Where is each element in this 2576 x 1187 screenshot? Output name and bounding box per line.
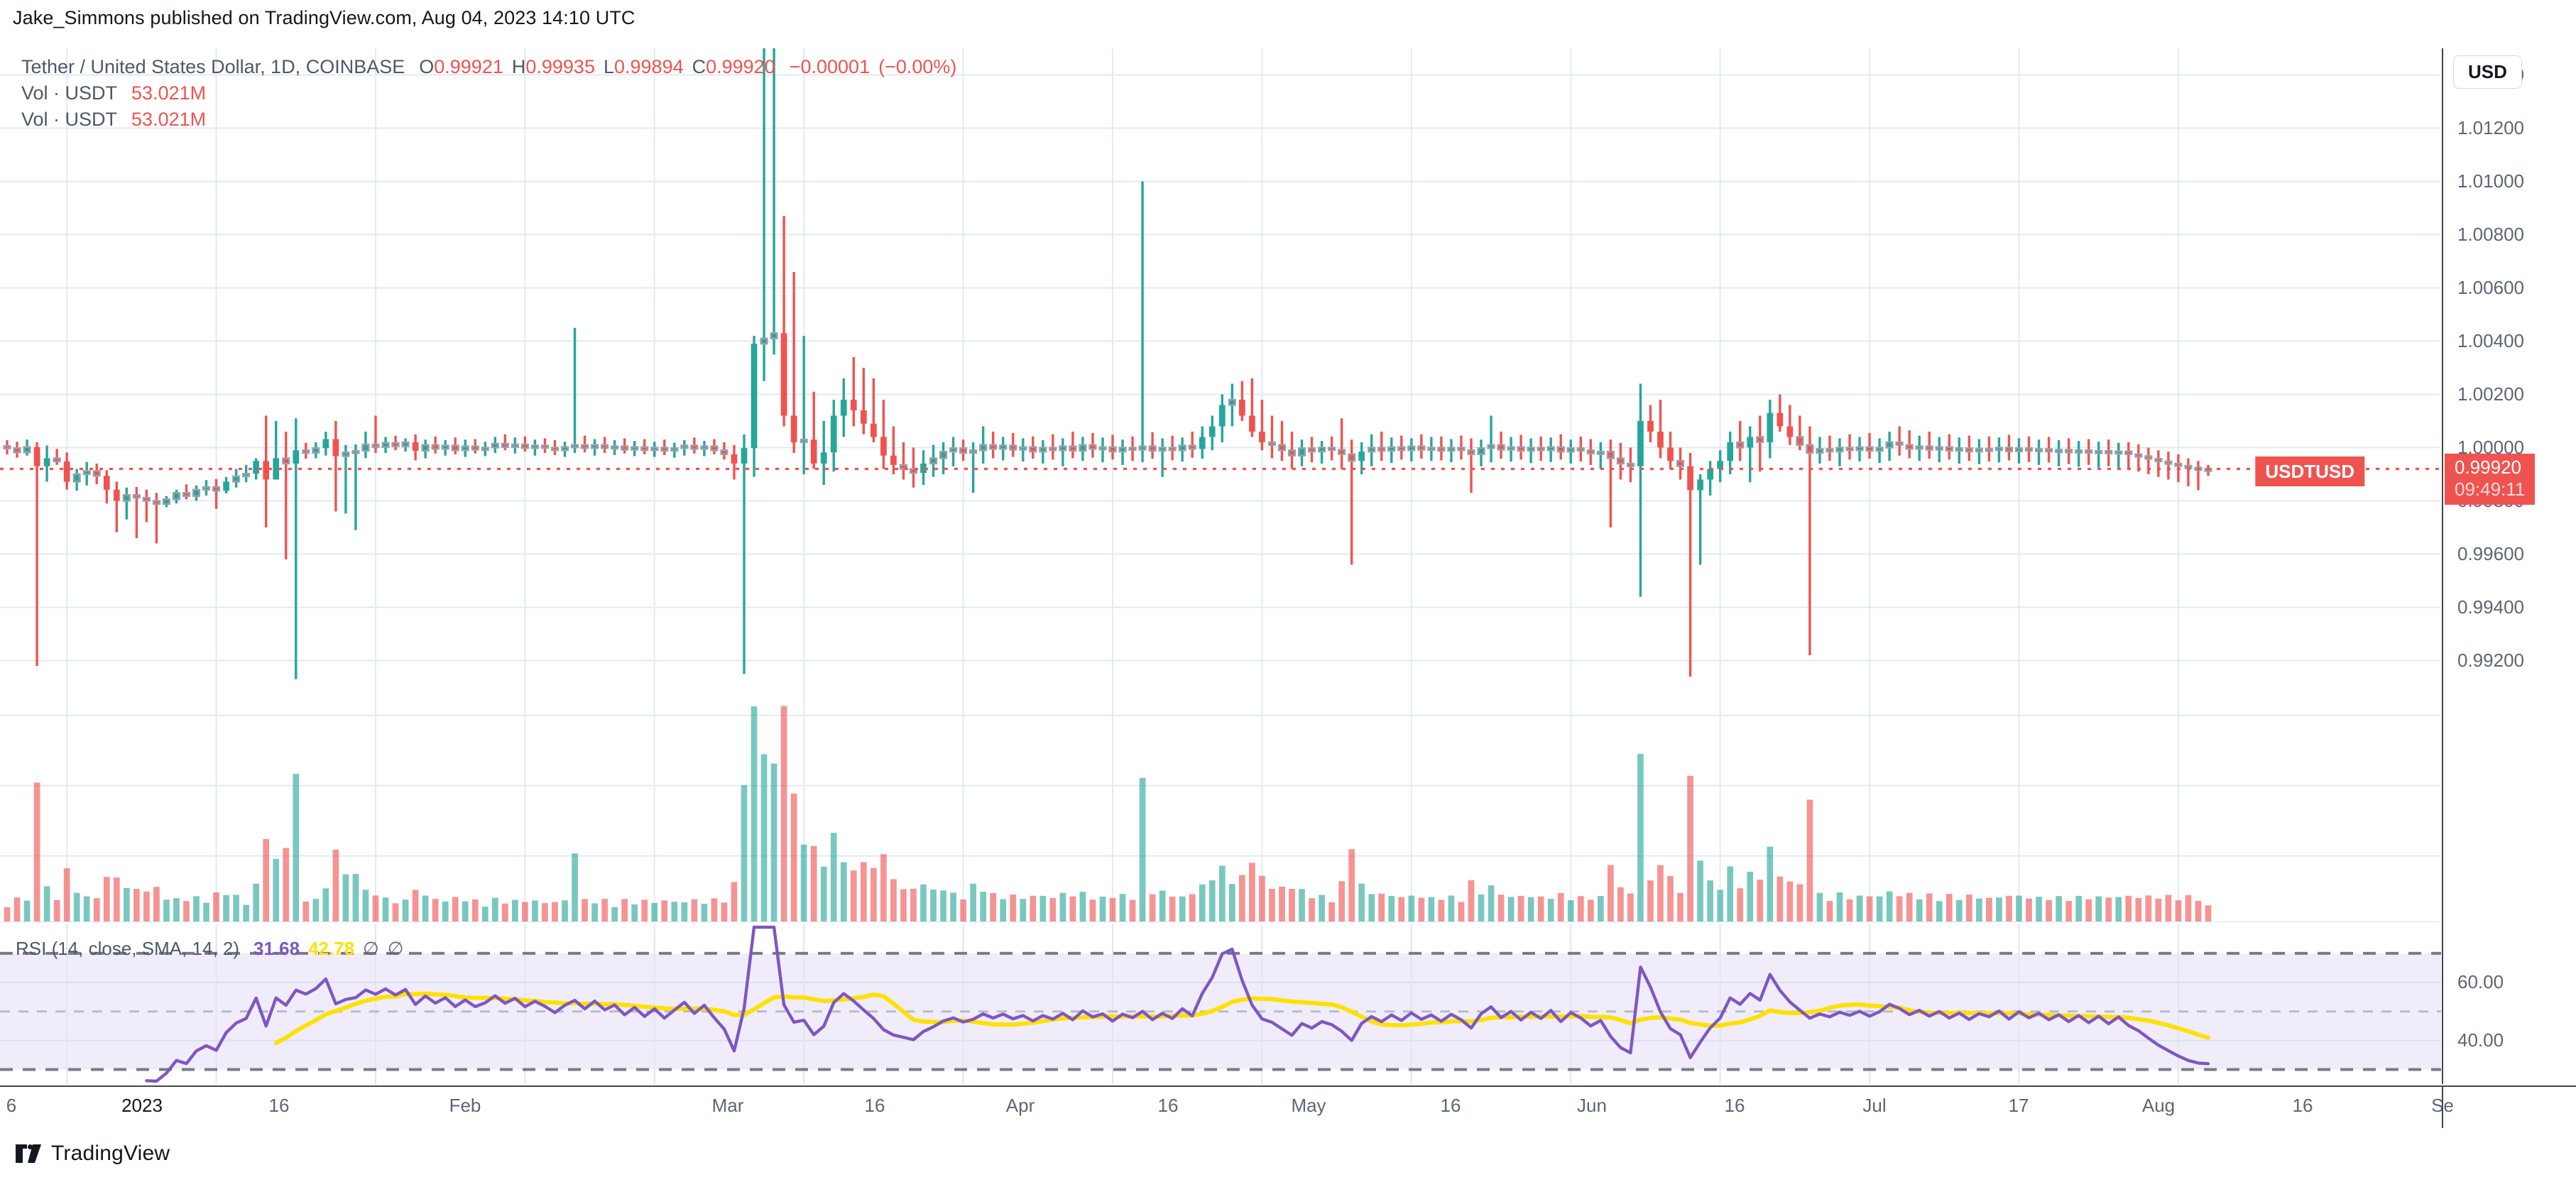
- price-axis-tick: 1.00800: [2457, 223, 2524, 245]
- rsi-grid: [0, 924, 2441, 1084]
- current-price-tag[interactable]: 0.99920 09:49:11: [2445, 453, 2536, 505]
- time-axis-tick: 16: [2292, 1095, 2313, 1116]
- rsi-legend[interactable]: RSI (14, close, SMA, 14, 2) 31.68 42.78 ∅ ∅: [16, 936, 403, 961]
- time-axis-tick: Aug: [2141, 1095, 2176, 1116]
- time-axis-tick: 16: [1724, 1095, 1745, 1116]
- rsi-axis-tick: 60.00: [2457, 970, 2504, 992]
- time-axis-tick: May: [1291, 1095, 1326, 1116]
- low-label: L: [603, 56, 614, 77]
- brand-footer[interactable]: TradingView: [16, 1142, 170, 1166]
- volume-rsi-divider: [0, 921, 2441, 922]
- change-percent: (−0.00%): [878, 56, 957, 77]
- time-axis-tick: 16: [1440, 1095, 1461, 1116]
- volume-legend-1[interactable]: Vol · USDT 53.021M: [21, 80, 206, 106]
- volume-series: [4, 706, 2212, 921]
- rsi-title: RSI (14, close, SMA, 14, 2): [16, 938, 240, 959]
- volume-title-2: Vol · USDT: [21, 109, 118, 130]
- time-axis-tick: Jun: [1577, 1095, 1607, 1116]
- currency-badge[interactable]: USD: [2453, 55, 2522, 89]
- price-axis-tick: 0.99400: [2457, 596, 2524, 618]
- time-axis-tick: Apr: [1005, 1095, 1035, 1116]
- volume-pane[interactable]: [0, 687, 2441, 921]
- rsi-axis-tick: 40.00: [2457, 1029, 2504, 1051]
- rsi-sma-value: 42.78: [308, 938, 355, 959]
- time-axis-tick: 2023: [121, 1095, 163, 1116]
- close-value: 0.99920: [706, 56, 775, 77]
- high-label: H: [511, 56, 526, 77]
- high-value: 0.99935: [525, 56, 595, 77]
- time-axis-tick: 16: [268, 1095, 290, 1116]
- current-symbol-tag: USDTUSD: [2255, 456, 2364, 486]
- time-axis-tick: 16: [864, 1095, 885, 1116]
- price-grid: [0, 48, 2441, 687]
- price-pane[interactable]: [0, 48, 2441, 687]
- candlestick-series: [0, 48, 2441, 679]
- price-axis-tick: 1.01200: [2457, 116, 2524, 138]
- price-axis[interactable]: 1.014001.012001.010001.008001.006001.004…: [2442, 48, 2576, 1084]
- brand-name: TradingView: [51, 1142, 170, 1165]
- change-absolute: −0.00001: [789, 56, 871, 77]
- time-axis-tick: 17: [2008, 1095, 2029, 1116]
- time-axis-tick: 6: [6, 1095, 17, 1116]
- current-price-value: 0.99920: [2455, 456, 2521, 478]
- symbol-title[interactable]: Tether / United States Dollar, 1D, COINB…: [21, 56, 405, 77]
- open-label: O: [419, 56, 435, 77]
- time-axis-tick: Jul: [1862, 1095, 1887, 1116]
- tradingview-logo-icon: [16, 1144, 41, 1163]
- attribution-text: Jake_Simmons published on TradingView.co…: [13, 7, 635, 28]
- price-legend[interactable]: Tether / United States Dollar, 1D, COINB…: [21, 54, 956, 80]
- rsi-pane[interactable]: [0, 924, 2441, 1084]
- time-axis-tick: 16: [1157, 1095, 1179, 1116]
- volume-value-2: 53.021M: [131, 109, 207, 130]
- rsi-value: 31.68: [253, 938, 300, 959]
- current-price-time: 09:49:11: [2455, 478, 2526, 500]
- time-axis-tick: Feb: [449, 1095, 481, 1116]
- volume-title-1: Vol · USDT: [21, 82, 118, 104]
- close-label: C: [692, 56, 706, 77]
- rsi-series: [145, 925, 2210, 1083]
- rsi-empty-1-icon: ∅: [363, 938, 379, 959]
- volume-value-1: 53.021M: [131, 82, 207, 104]
- price-axis-tick: 1.01000: [2457, 170, 2524, 192]
- time-axis[interactable]: 6 2023 16 Feb Mar 16 Apr 16 May 16 Jun 16 Jul 17 Aug 16…: [0, 1085, 2576, 1129]
- low-value: 0.99894: [614, 56, 684, 77]
- volume-legend-2[interactable]: Vol · USDT 53.021M: [21, 106, 206, 132]
- price-axis-tick: 0.99200: [2457, 649, 2524, 671]
- rsi-empty-2-icon: ∅: [387, 938, 404, 959]
- price-axis-tick: 1.00200: [2457, 383, 2524, 405]
- price-axis-tick: 1.00600: [2457, 276, 2524, 298]
- time-axis-tick: Mar: [711, 1095, 744, 1116]
- axis-corner: [2442, 1085, 2443, 1128]
- price-axis-tick: 1.00400: [2457, 329, 2524, 351]
- price-axis-tick: 0.99600: [2457, 542, 2524, 564]
- open-value: 0.99921: [434, 56, 503, 77]
